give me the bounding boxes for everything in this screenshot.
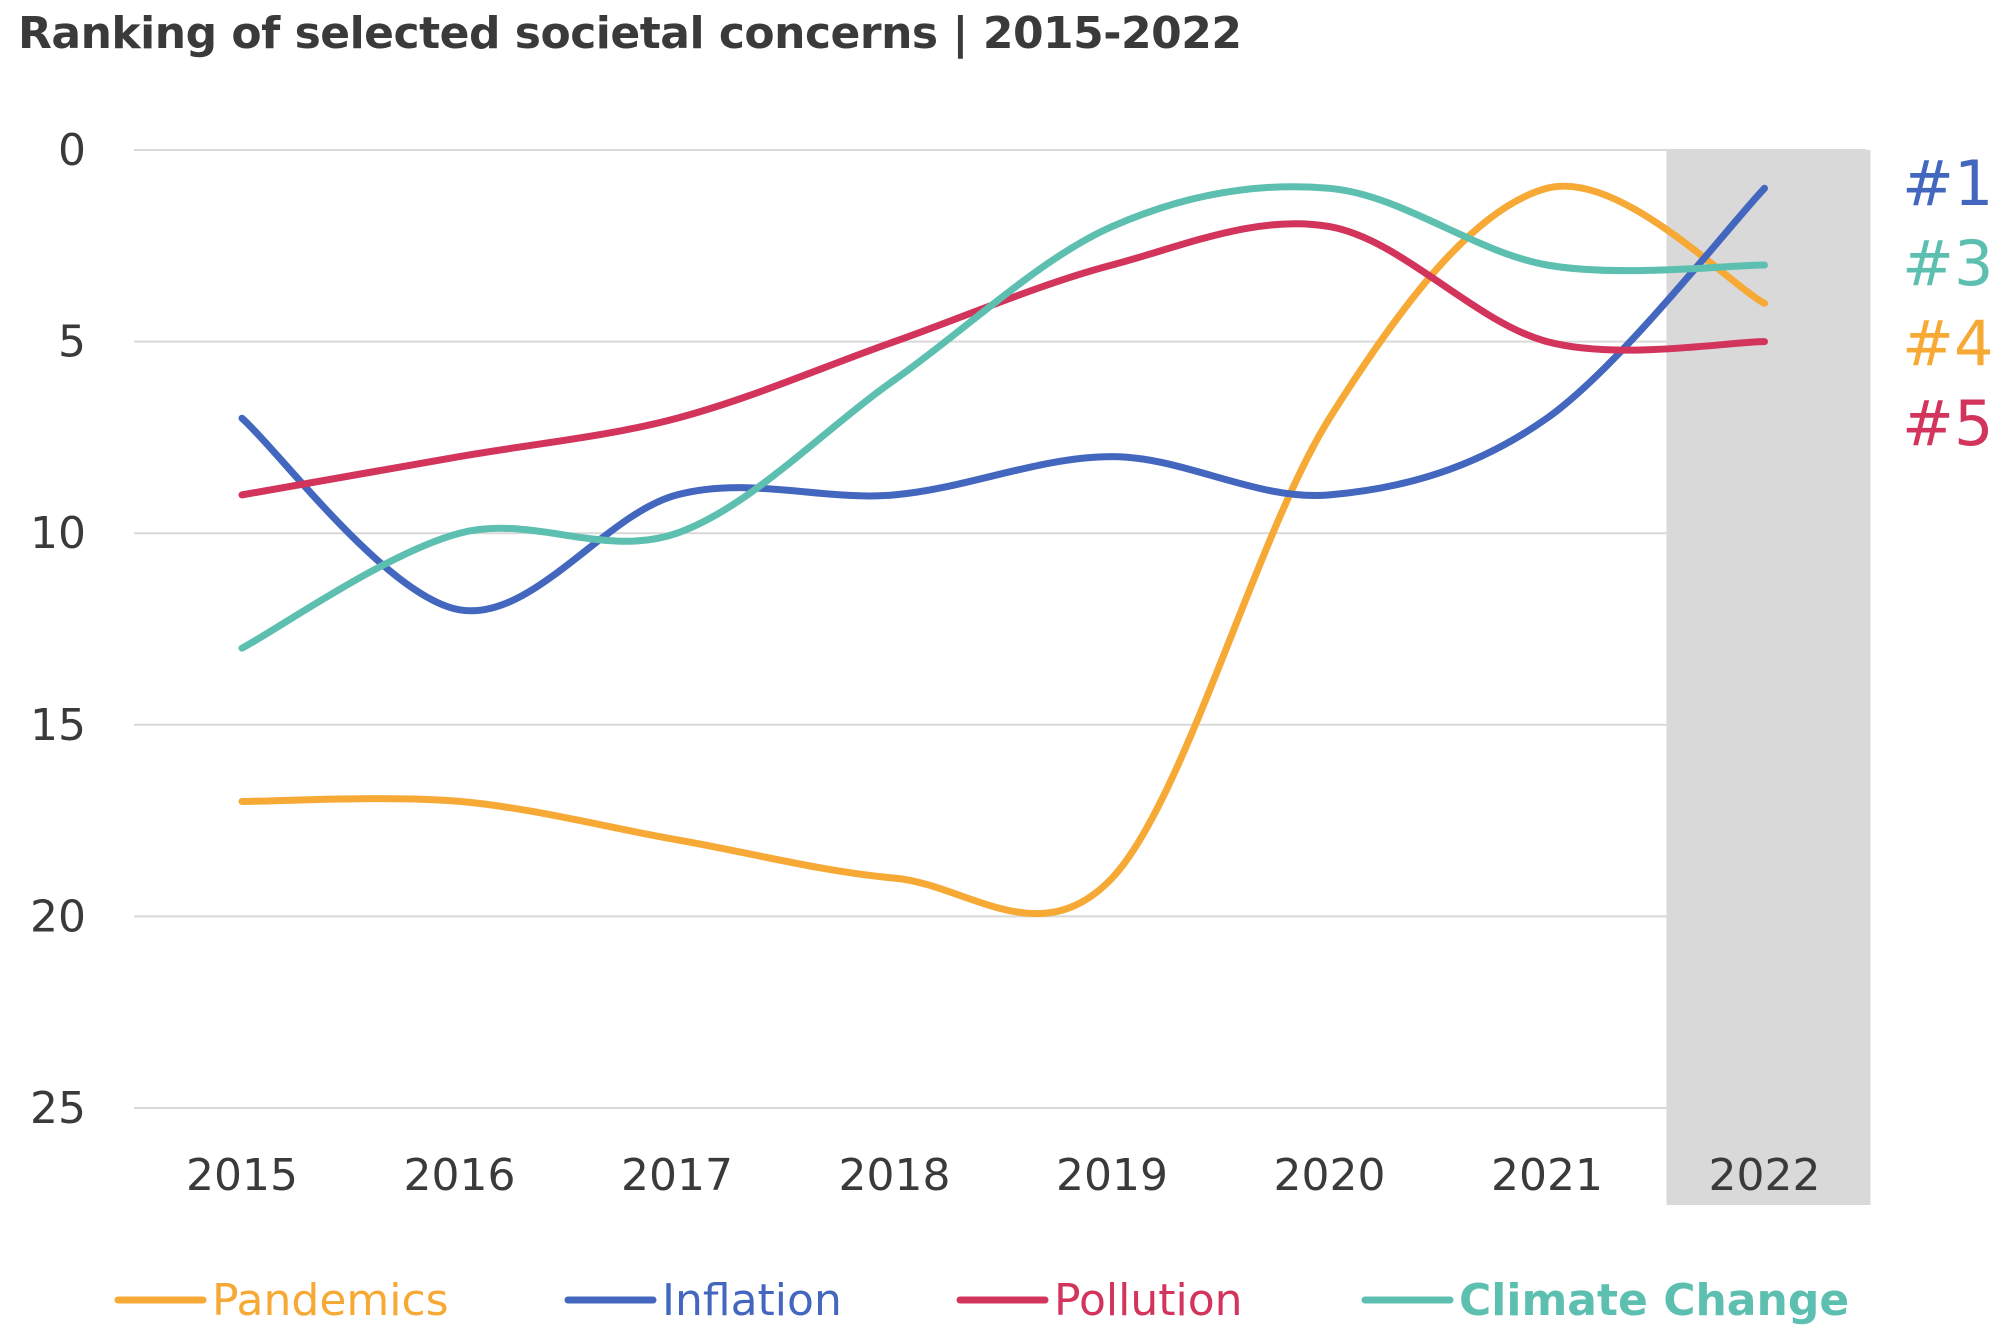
legend-label: Climate Change <box>1459 1275 1849 1326</box>
gridlines-group <box>134 149 1866 1109</box>
series-line-pandemics <box>238 182 1768 918</box>
legend: Pandemics Inflation Pollution Climate Chang… <box>114 1275 1849 1326</box>
series-lines-group <box>238 182 1768 918</box>
legend-label: Inflation <box>662 1275 842 1326</box>
x-tick-labels-group: 2015 2016 2017 2018 2019 2020 2021 2022 <box>186 1150 1820 1201</box>
series-line-inflation <box>238 184 1768 615</box>
x-tick-label: 2020 <box>1274 1150 1386 1201</box>
chart-title: Ranking of selected societal concerns | … <box>18 8 1242 59</box>
x-tick-label: 2015 <box>186 1150 298 1201</box>
y-tick-label: 10 <box>30 508 86 559</box>
x-tick-label: 2017 <box>621 1150 733 1201</box>
rank-label: #5 <box>1902 387 1993 460</box>
rank-label: #1 <box>1902 147 1993 220</box>
rank-labels-group: #1#3#4#5 <box>1902 147 1993 460</box>
y-tick-label: 20 <box>30 891 86 942</box>
highlight-band <box>1666 150 1871 1205</box>
x-tick-label: 2018 <box>839 1150 951 1201</box>
series-line-pollution <box>238 220 1768 499</box>
x-tick-label: 2019 <box>1056 1150 1168 1201</box>
legend-label: Pollution <box>1054 1275 1243 1326</box>
legend-label: Pandemics <box>212 1275 449 1326</box>
y-tick-label: 15 <box>30 700 86 751</box>
y-tick-label: 5 <box>58 317 86 368</box>
x-tick-label: 2022 <box>1709 1150 1821 1201</box>
x-tick-label: 2016 <box>404 1150 516 1201</box>
x-tick-label: 2021 <box>1491 1150 1603 1201</box>
y-tick-label: 25 <box>30 1083 86 1134</box>
y-tick-label: 0 <box>58 125 86 176</box>
rank-label: #3 <box>1902 227 1993 300</box>
y-tick-labels-group: 0 5 10 15 20 25 <box>30 125 86 1134</box>
highlight-band-group <box>1666 150 1871 1205</box>
rank-label: #4 <box>1902 307 1993 380</box>
series-line-climate-change <box>238 183 1768 652</box>
